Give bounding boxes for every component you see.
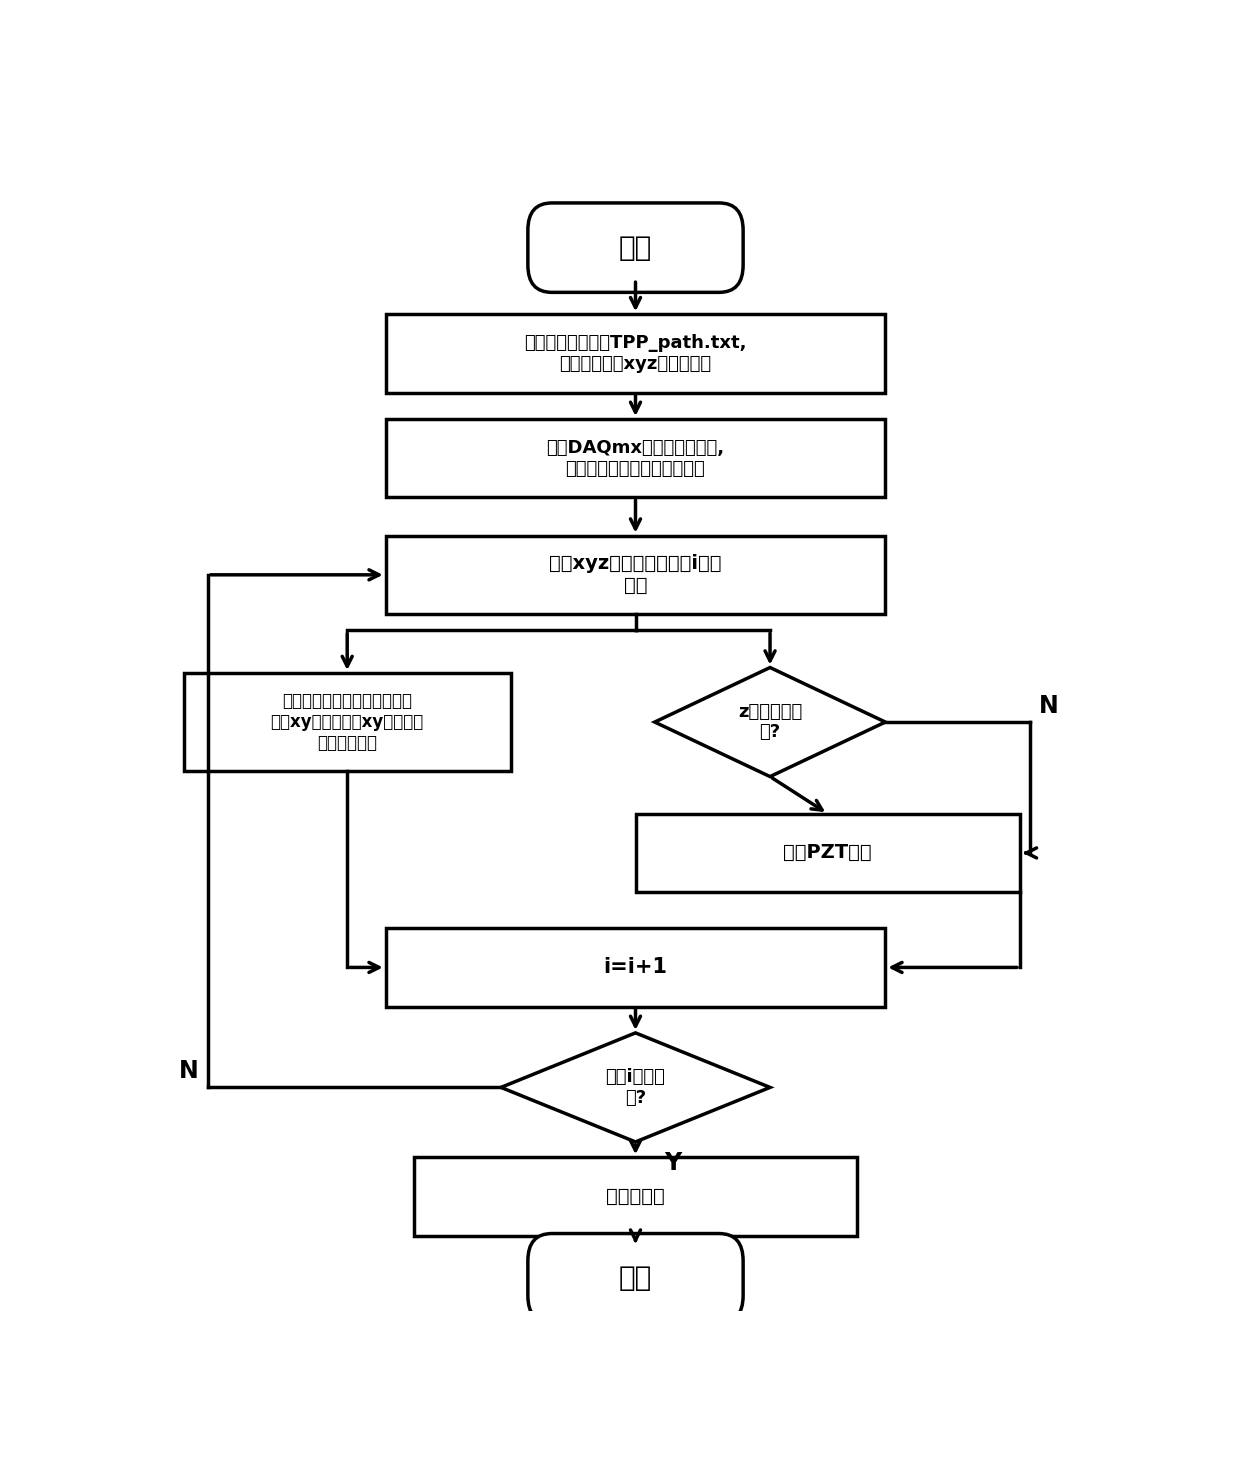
Text: 控制PZT运动: 控制PZT运动 xyxy=(784,844,872,862)
Bar xyxy=(386,314,885,393)
Text: 读取坐标路径文件TPP_path.txt,
还原打印路径xyz坐标点数组: 读取坐标路径文件TPP_path.txt, 还原打印路径xyz坐标点数组 xyxy=(525,334,746,373)
Text: 开始: 开始 xyxy=(619,234,652,262)
Bar xyxy=(184,673,511,772)
Bar xyxy=(386,418,885,498)
Text: 设置DAQmx为连续采样模式,
初始化振镜位置，打开光开关: 设置DAQmx为连续采样模式, 初始化振镜位置，打开光开关 xyxy=(547,439,724,477)
Text: N: N xyxy=(1039,694,1059,717)
Polygon shape xyxy=(655,667,885,776)
Bar xyxy=(635,813,1019,893)
Bar xyxy=(386,536,885,614)
Text: 是否i为最大
值?: 是否i为最大 值? xyxy=(605,1068,666,1106)
Text: N: N xyxy=(179,1059,198,1083)
Polygon shape xyxy=(501,1033,770,1142)
FancyBboxPatch shape xyxy=(528,1233,743,1323)
Text: 根据采样速度和分辨率生成从
当前xy位置到目标xy位置的波
形，写入振镜: 根据采样速度和分辨率生成从 当前xy位置到目标xy位置的波 形，写入振镜 xyxy=(270,692,424,751)
Text: 结束: 结束 xyxy=(619,1264,652,1292)
Text: z坐标是否改
变?: z坐标是否改 变? xyxy=(738,703,802,741)
Text: 关闭光开关: 关闭光开关 xyxy=(606,1187,665,1206)
Bar xyxy=(386,928,885,1006)
Bar xyxy=(414,1158,857,1236)
Text: i=i+1: i=i+1 xyxy=(604,957,667,978)
Text: Y: Y xyxy=(665,1150,682,1174)
Text: 读取xyz坐标点数组中第i组坐
标值: 读取xyz坐标点数组中第i组坐 标值 xyxy=(549,554,722,595)
FancyBboxPatch shape xyxy=(528,203,743,292)
